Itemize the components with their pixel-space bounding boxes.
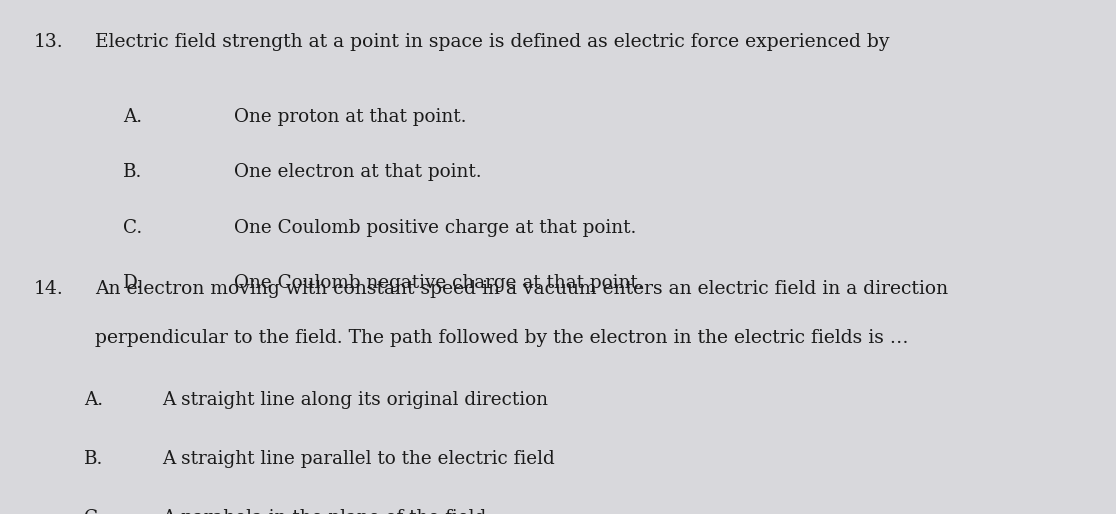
Text: One proton at that point.: One proton at that point. xyxy=(234,108,466,126)
Text: C.: C. xyxy=(84,509,103,514)
Text: 13.: 13. xyxy=(33,33,64,51)
Text: C.: C. xyxy=(123,219,142,237)
Text: B.: B. xyxy=(123,163,142,181)
Text: D.: D. xyxy=(123,274,143,292)
Text: A straight line along its original direction: A straight line along its original direc… xyxy=(162,391,548,409)
Text: One Coulomb positive charge at that point.: One Coulomb positive charge at that poin… xyxy=(234,219,637,237)
Text: A.: A. xyxy=(123,108,142,126)
Text: One electron at that point.: One electron at that point. xyxy=(234,163,482,181)
Text: B.: B. xyxy=(84,450,103,468)
Text: perpendicular to the field. The path followed by the electron in the electric fi: perpendicular to the field. The path fol… xyxy=(95,329,908,347)
Text: A parabola in the plane of the field: A parabola in the plane of the field xyxy=(162,509,487,514)
Text: 14.: 14. xyxy=(33,280,64,298)
Text: An electron moving with constant speed in a vacuum enters an electric field in a: An electron moving with constant speed i… xyxy=(95,280,947,298)
Text: One Coulomb negative charge at that point.: One Coulomb negative charge at that poin… xyxy=(234,274,644,292)
Text: A.: A. xyxy=(84,391,103,409)
Text: A straight line parallel to the electric field: A straight line parallel to the electric… xyxy=(162,450,555,468)
Text: Electric field strength at a point in space is defined as electric force experie: Electric field strength at a point in sp… xyxy=(95,33,889,51)
